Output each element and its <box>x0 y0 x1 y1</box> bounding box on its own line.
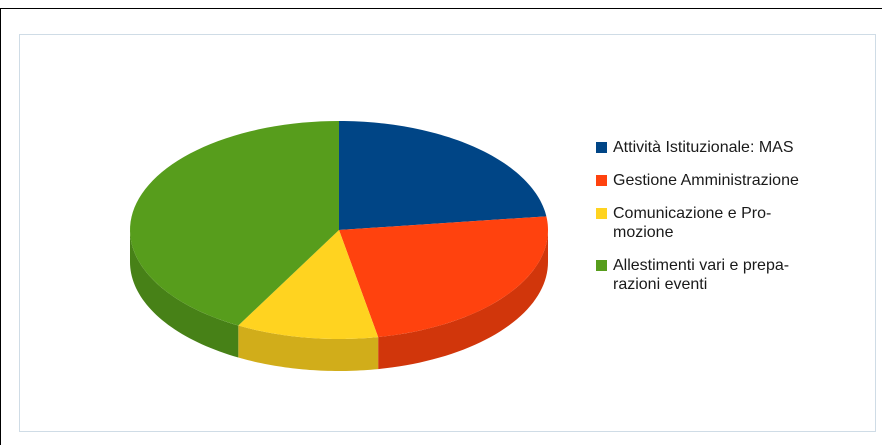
legend-swatch <box>596 260 607 271</box>
pie-side-3 <box>130 230 239 358</box>
legend-swatch <box>596 208 607 219</box>
pie-side-2 <box>238 325 379 371</box>
pie-slice-3 <box>130 121 339 326</box>
legend-item-comunicazione: Comunicazione e Pro-mozione <box>596 204 856 242</box>
legend-label: Gestione Amministrazione <box>613 172 799 189</box>
legend-label: Comunicazione e Pro-mozione <box>613 205 772 241</box>
pie-slice-0 <box>339 121 547 230</box>
legend-label: Allestimenti vari e prepa-razioni eventi <box>613 257 790 293</box>
legend-item-mas: Attività Istituzionale: MAS <box>596 138 856 157</box>
chart-area <box>19 34 876 432</box>
legend-swatch <box>596 142 607 153</box>
pie-slice-1 <box>339 216 548 338</box>
pie-slice-2 <box>238 230 379 339</box>
legend: Attività Istituzionale: MAS Gestione Amm… <box>596 138 856 308</box>
legend-label: Attività Istituzionale: MAS <box>613 139 794 156</box>
pie-side-1 <box>378 230 548 370</box>
legend-item-gestione: Gestione Amministrazione <box>596 171 856 190</box>
legend-swatch <box>596 175 607 186</box>
pie-sides <box>130 230 548 371</box>
legend-item-allestimenti: Allestimenti vari e prepa-razioni eventi <box>596 256 856 294</box>
pie-top <box>130 121 548 339</box>
